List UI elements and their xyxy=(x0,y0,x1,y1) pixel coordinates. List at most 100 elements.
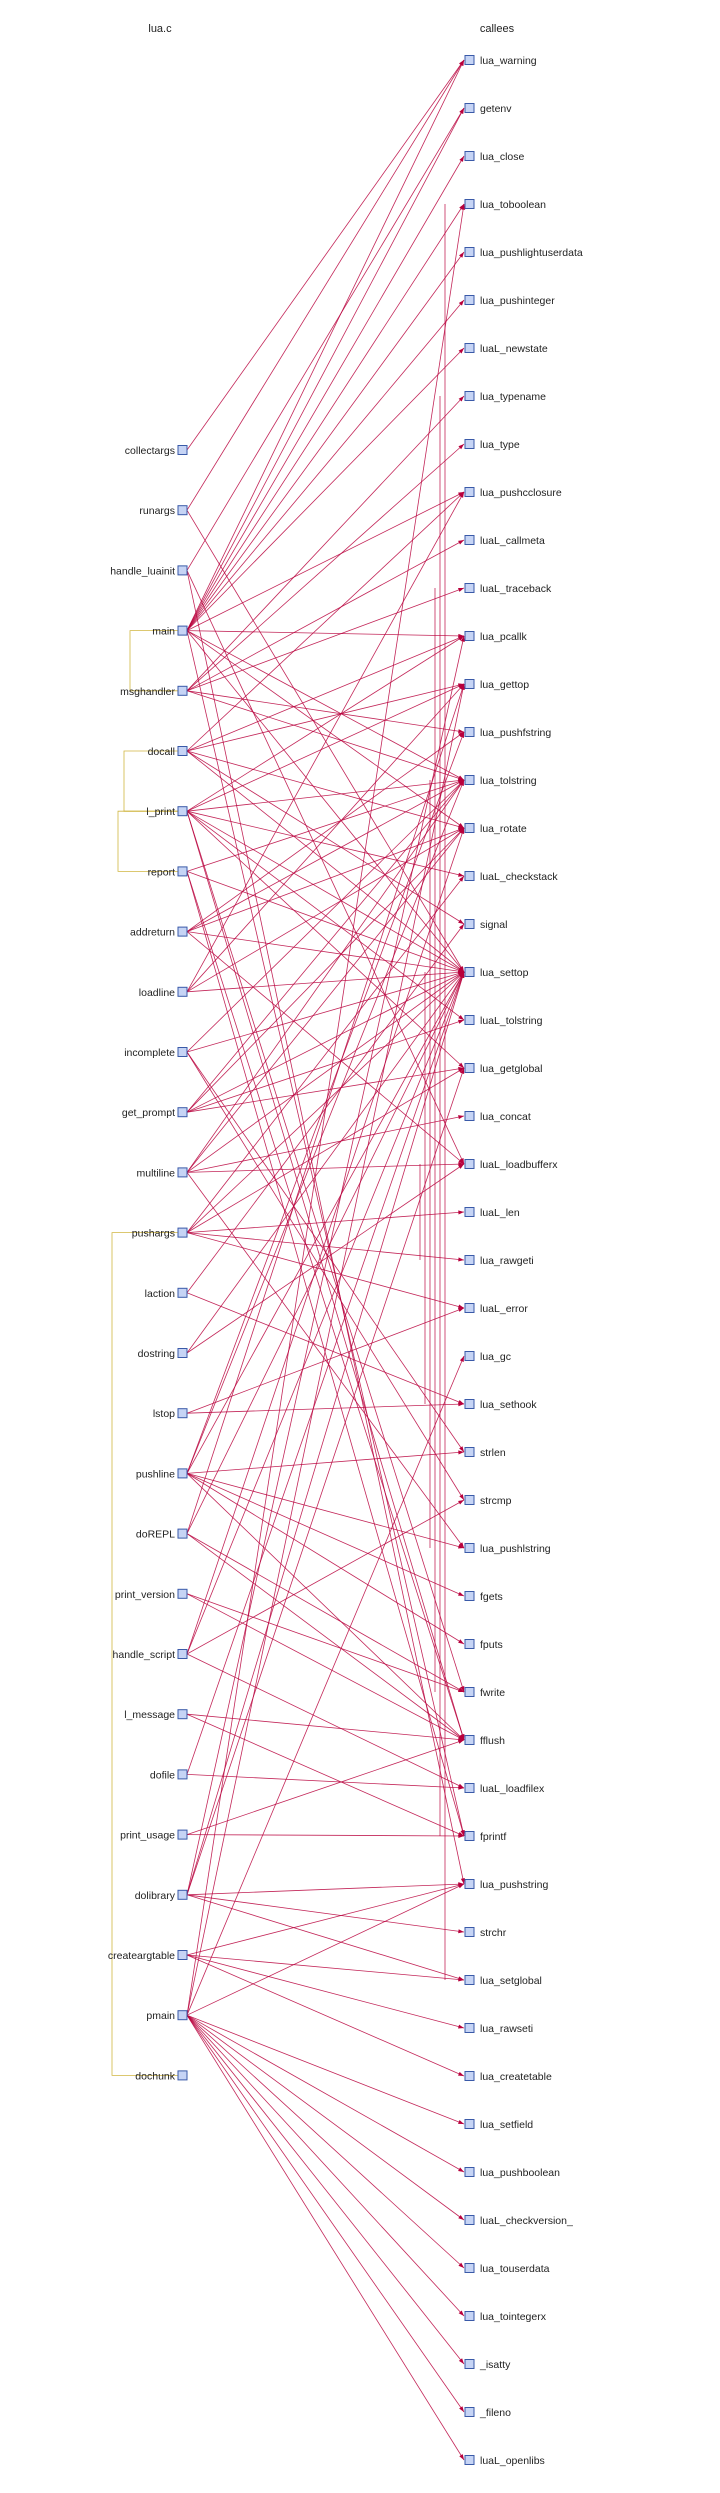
arrowhead xyxy=(459,2454,464,2460)
caller-node-lstop[interactable]: lstop xyxy=(153,1408,188,1420)
arrowhead xyxy=(458,2310,464,2316)
callee-node-lua-setglobal[interactable]: lua_setglobal xyxy=(464,1975,542,1987)
callee-node-lua-pushlstring[interactable]: lua_pushlstring xyxy=(464,1543,551,1555)
callee-node-lual-tolstring[interactable]: luaL_tolstring xyxy=(464,1015,543,1027)
callee-node-lua-rawseti[interactable]: lua_rawseti xyxy=(464,2023,533,2035)
callee-node-lua-gettop[interactable]: lua_gettop xyxy=(464,679,529,691)
caller-node-l-print[interactable]: l_print xyxy=(146,806,188,818)
callee-node-lua-rawgeti[interactable]: lua_rawgeti xyxy=(464,1255,534,1267)
callee-label: luaL_callmeta xyxy=(480,535,545,547)
callee-node-fprintf[interactable]: fprintf xyxy=(464,1831,506,1843)
callee-node-lual-loadbufferx[interactable]: luaL_loadbufferx xyxy=(464,1159,558,1171)
callee-node-lua-tointegerx[interactable]: lua_tointegerx xyxy=(464,2311,547,2323)
callee-node-strcmp[interactable]: strcmp xyxy=(464,1495,512,1507)
callee-node-fflush[interactable]: fflush xyxy=(464,1735,505,1747)
caller-node-createargtable[interactable]: createargtable xyxy=(108,1950,188,1962)
caller-node-handle-luainit[interactable]: handle_luainit xyxy=(110,565,188,577)
callee-node-lual-checkstack[interactable]: luaL_checkstack xyxy=(464,871,558,883)
callee-node-lua-pcallk[interactable]: lua_pcallk xyxy=(464,631,527,643)
caller-node-print-version[interactable]: print_version xyxy=(115,1588,188,1601)
callee-node-lual-checkversion-[interactable]: luaL_checkversion_ xyxy=(464,2215,573,2227)
callee-node-signal[interactable]: signal xyxy=(464,919,507,931)
caller-node-msghandler[interactable]: msghandler xyxy=(120,685,188,698)
callee-node-lual-openlibs[interactable]: luaL_openlibs xyxy=(464,2455,545,2467)
callee-node-lua-gc[interactable]: lua_gc xyxy=(464,1351,511,1363)
caller-node-dostring[interactable]: dostring xyxy=(138,1348,188,1360)
callee-node-lua-pushcclosure[interactable]: lua_pushcclosure xyxy=(464,487,562,499)
edge-l-message-to-fprintf xyxy=(186,1713,465,1837)
callee-node-lual-traceback[interactable]: luaL_traceback xyxy=(464,583,552,595)
callee-node-strlen[interactable]: strlen xyxy=(464,1447,506,1459)
caller-node-dofile[interactable]: dofile xyxy=(150,1769,188,1781)
caller-label: collectargs xyxy=(125,445,175,457)
callee-node-lua-pushstring[interactable]: lua_pushstring xyxy=(464,1879,548,1891)
callee-node-lua-tolstring[interactable]: lua_tolstring xyxy=(464,775,537,787)
callee-node-lual-newstate[interactable]: luaL_newstate xyxy=(464,343,548,355)
caller-node-docall[interactable]: docall xyxy=(148,746,188,758)
callee-node-getenv[interactable]: getenv xyxy=(464,103,512,115)
caller-label: pmain xyxy=(146,2010,175,2022)
arrowhead xyxy=(458,1115,464,1120)
caller-node-collectargs[interactable]: collectargs xyxy=(125,445,188,457)
callee-node-fgets[interactable]: fgets xyxy=(464,1591,503,1603)
callee-box xyxy=(464,1303,475,1313)
callee-node-strchr[interactable]: strchr xyxy=(464,1927,507,1939)
callee-node-fwrite[interactable]: fwrite xyxy=(464,1687,505,1699)
callee-node-lua-toboolean[interactable]: lua_toboolean xyxy=(464,199,546,211)
callee-node-fputs[interactable]: fputs xyxy=(464,1639,503,1651)
caller-node-handle-script[interactable]: handle_script xyxy=(113,1649,188,1661)
callee-box xyxy=(464,2455,475,2465)
callee-node-lua-warning[interactable]: lua_warning xyxy=(464,55,537,67)
callee-node-lua-sethook[interactable]: lua_sethook xyxy=(464,1399,537,1411)
callee-node-lua-setfield[interactable]: lua_setfield xyxy=(464,2119,533,2131)
callee-label: lua_rawgeti xyxy=(480,1255,534,1267)
edge-main-to-lua-toboolean xyxy=(186,203,465,631)
callee-node-lua-settop[interactable]: lua_settop xyxy=(464,967,529,979)
caller-node-print-usage[interactable]: print_usage xyxy=(120,1829,188,1842)
callee-node-lua-getglobal[interactable]: lua_getglobal xyxy=(464,1063,542,1075)
callee-node-lua-pushboolean[interactable]: lua_pushboolean xyxy=(464,2167,560,2179)
caller-node-report[interactable]: report xyxy=(148,866,188,878)
caller-node-l-message[interactable]: l_message xyxy=(124,1709,188,1721)
caller-node-get-prompt[interactable]: get_prompt xyxy=(122,1107,188,1119)
callee-node--fileno[interactable]: _fileno xyxy=(464,2407,511,2419)
callee-node-lua-typename[interactable]: lua_typename xyxy=(464,391,546,403)
call-edges xyxy=(111,59,466,2461)
caller-node-pmain[interactable]: pmain xyxy=(146,2010,188,2022)
caller-node-main[interactable]: main xyxy=(152,625,188,638)
callee-node-lua-concat[interactable]: lua_concat xyxy=(464,1111,531,1123)
caller-node-addreturn[interactable]: addreturn xyxy=(130,926,188,939)
caller-node-dochunk[interactable]: dochunk xyxy=(135,2070,188,2082)
callee-label: luaL_traceback xyxy=(480,583,552,595)
callee-label: fflush xyxy=(480,1735,505,1747)
callee-label: lua_rotate xyxy=(480,823,527,835)
callee-node-lua-pushinteger[interactable]: lua_pushinteger xyxy=(464,295,555,307)
callee-node-lua-pushfstring[interactable]: lua_pushfstring xyxy=(464,727,551,739)
callee-label: lua_typename xyxy=(480,391,546,403)
callee-node--isatty[interactable]: _isatty xyxy=(464,2359,511,2371)
callee-node-lual-error[interactable]: luaL_error xyxy=(464,1303,528,1315)
caller-node-dolibrary[interactable]: dolibrary xyxy=(135,1889,188,1902)
caller-node-laction[interactable]: laction xyxy=(145,1287,188,1300)
callee-node-lua-type[interactable]: lua_type xyxy=(464,439,520,451)
callee-node-lua-createtable[interactable]: lua_createtable xyxy=(464,2071,552,2083)
arrowhead xyxy=(458,684,464,690)
caller-node-runargs[interactable]: runargs xyxy=(139,505,188,517)
callee-node-lua-rotate[interactable]: lua_rotate xyxy=(464,823,527,835)
caller-node-dorepl[interactable]: doREPL xyxy=(136,1528,188,1541)
callee-node-lua-close[interactable]: lua_close xyxy=(464,151,525,163)
caller-node-pushargs[interactable]: pushargs xyxy=(132,1227,188,1240)
callee-node-lual-callmeta[interactable]: luaL_callmeta xyxy=(464,535,545,547)
callee-node-lua-touserdata[interactable]: lua_touserdata xyxy=(464,2263,550,2275)
callee-node-lual-loadfilex[interactable]: luaL_loadfilex xyxy=(464,1783,545,1795)
caller-node-incomplete[interactable]: incomplete xyxy=(124,1047,188,1059)
caller-node-loadline[interactable]: loadline xyxy=(139,986,188,999)
callee-label: lua_close xyxy=(480,151,525,163)
callee-label: luaL_loadfilex xyxy=(480,1783,545,1795)
callee-node-lua-pushlightuserdata[interactable]: lua_pushlightuserdata xyxy=(464,247,583,259)
caller-label: multiline xyxy=(136,1167,175,1179)
caller-node-pushline[interactable]: pushline xyxy=(136,1468,188,1480)
caller-node-multiline[interactable]: multiline xyxy=(136,1167,188,1179)
callee-label: lua_warning xyxy=(480,55,537,67)
callee-node-lual-len[interactable]: luaL_len xyxy=(464,1207,520,1219)
